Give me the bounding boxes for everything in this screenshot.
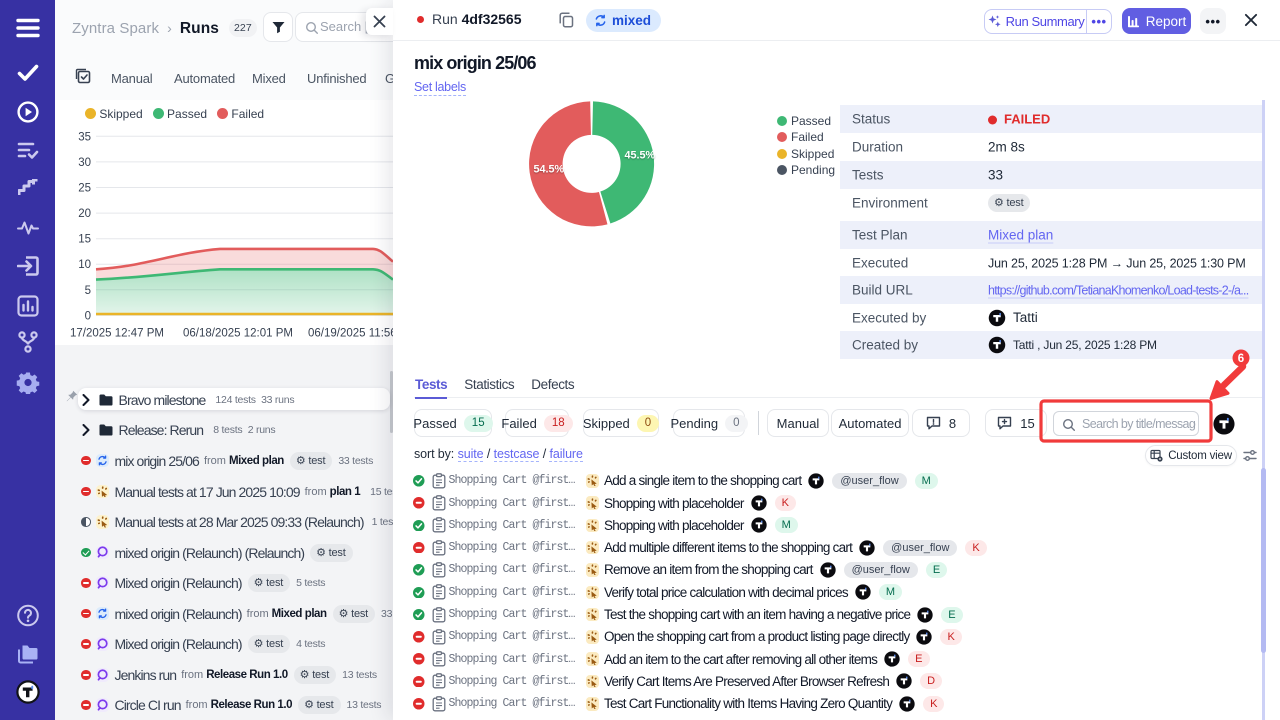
svg-text:6: 6 [1238, 353, 1244, 365]
svg-text:25: 25 [78, 183, 91, 195]
svg-text:06/18/2025 12:01 PM: 06/18/2025 12:01 PM [183, 328, 293, 340]
svg-text:10: 10 [78, 259, 91, 271]
svg-text:54.5%: 54.5% [534, 163, 565, 175]
svg-text:5: 5 [85, 285, 91, 297]
svg-text:17/2025 12:47 PM: 17/2025 12:47 PM [70, 328, 164, 340]
svg-text:35: 35 [78, 131, 91, 143]
svg-text:15: 15 [78, 234, 91, 246]
svg-text:30: 30 [78, 157, 91, 169]
svg-text:45.5%: 45.5% [625, 149, 656, 161]
svg-text:06/19/2025 11:56 AM: 06/19/2025 11:56 AM [308, 328, 393, 340]
svg-text:0: 0 [85, 310, 91, 322]
svg-text:20: 20 [78, 208, 91, 220]
